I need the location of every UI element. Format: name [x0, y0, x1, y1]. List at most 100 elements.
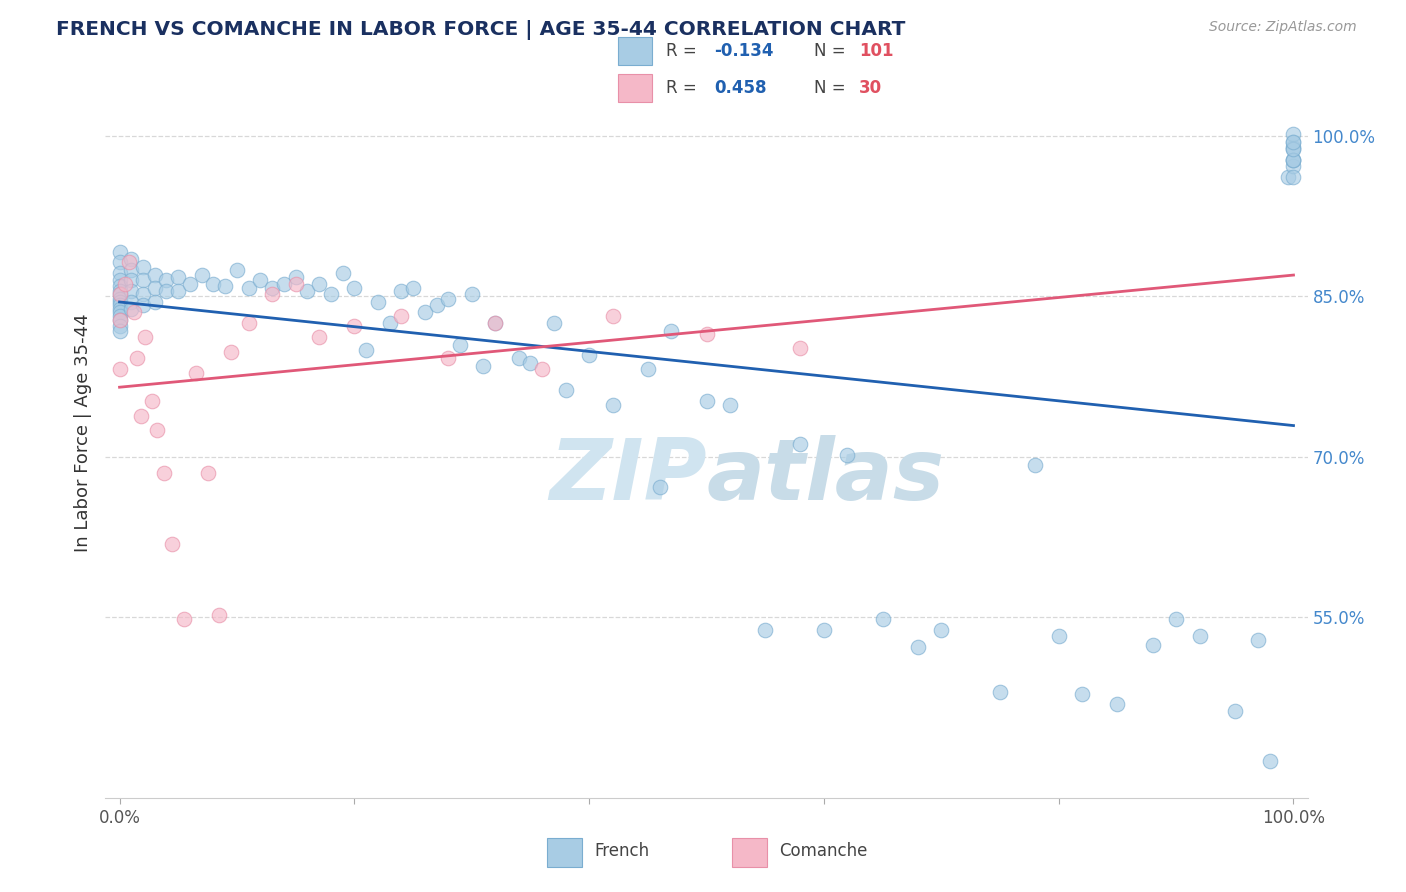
Point: [108, 294, 131, 309]
Point: [472, 359, 495, 373]
Point: [122, 305, 145, 319]
Point: [179, 277, 201, 291]
Point: [519, 356, 541, 370]
Point: [173, 612, 195, 626]
Point: [554, 384, 576, 398]
Point: [578, 348, 600, 362]
Text: ZIP: ZIP: [548, 435, 707, 518]
Point: [214, 278, 236, 293]
Point: [202, 277, 225, 291]
Point: [184, 367, 207, 381]
Point: [132, 260, 155, 274]
Text: 0.458: 0.458: [714, 79, 766, 97]
Point: [108, 292, 131, 306]
Point: [308, 277, 330, 291]
Point: [695, 394, 717, 409]
Point: [1047, 629, 1070, 643]
Point: [219, 345, 242, 359]
Point: [238, 316, 260, 330]
Bar: [733, 838, 768, 867]
Point: [1188, 629, 1211, 643]
Point: [108, 255, 131, 269]
Point: [1282, 153, 1305, 167]
Point: [167, 284, 190, 298]
Point: [378, 316, 401, 330]
Point: [118, 255, 141, 269]
Point: [132, 273, 155, 287]
Point: [1282, 135, 1305, 149]
Point: [508, 351, 530, 366]
Point: [284, 277, 307, 291]
Point: [789, 437, 811, 451]
Point: [343, 319, 366, 334]
Point: [108, 287, 131, 301]
Point: [197, 466, 219, 480]
Point: [120, 294, 142, 309]
Point: [1142, 638, 1164, 652]
Point: [543, 316, 565, 330]
Point: [108, 319, 131, 334]
Point: [108, 309, 131, 323]
Point: [108, 266, 131, 280]
Point: [262, 281, 284, 295]
Point: [437, 351, 460, 366]
Point: [367, 294, 389, 309]
Point: [929, 623, 952, 637]
Text: atlas: atlas: [707, 435, 945, 518]
Point: [143, 294, 166, 309]
Point: [1164, 612, 1187, 626]
Point: [108, 278, 131, 293]
Point: [332, 266, 354, 280]
Text: -0.134: -0.134: [714, 42, 773, 60]
Point: [284, 270, 307, 285]
Point: [402, 281, 425, 295]
Text: R =: R =: [666, 79, 702, 97]
Point: [143, 281, 166, 295]
Point: [413, 305, 436, 319]
Point: [872, 612, 894, 626]
Point: [1282, 159, 1305, 173]
Point: [120, 273, 142, 287]
Point: [1282, 153, 1305, 167]
Point: [208, 607, 231, 622]
Point: [343, 281, 366, 295]
Point: [167, 270, 190, 285]
Text: N =: N =: [814, 79, 851, 97]
Point: [813, 623, 835, 637]
Point: [226, 262, 249, 277]
Point: [108, 305, 131, 319]
Point: [108, 313, 131, 327]
Text: N =: N =: [814, 42, 851, 60]
Point: [484, 316, 506, 330]
Point: [129, 409, 152, 423]
Point: [602, 398, 624, 412]
Point: [120, 262, 142, 277]
Point: [907, 640, 929, 654]
Point: [262, 287, 284, 301]
Point: [1282, 135, 1305, 149]
Point: [108, 273, 131, 287]
Point: [449, 337, 471, 351]
Point: [108, 302, 131, 317]
Bar: [617, 37, 652, 64]
Point: [134, 330, 156, 344]
Point: [1282, 127, 1305, 141]
Point: [155, 284, 177, 298]
Text: R =: R =: [666, 42, 702, 60]
Point: [120, 252, 142, 266]
Point: [108, 362, 131, 376]
Point: [389, 309, 412, 323]
Point: [190, 268, 212, 282]
Text: French: French: [595, 842, 650, 861]
Point: [484, 316, 506, 330]
Point: [319, 287, 342, 301]
Point: [127, 351, 149, 366]
Y-axis label: In Labor Force | Age 35-44: In Labor Force | Age 35-44: [73, 313, 91, 552]
Point: [108, 284, 131, 298]
Point: [162, 537, 184, 551]
Point: [437, 292, 460, 306]
Bar: [547, 838, 582, 867]
Point: [1282, 153, 1305, 167]
Point: [389, 284, 412, 298]
Point: [1223, 704, 1246, 718]
